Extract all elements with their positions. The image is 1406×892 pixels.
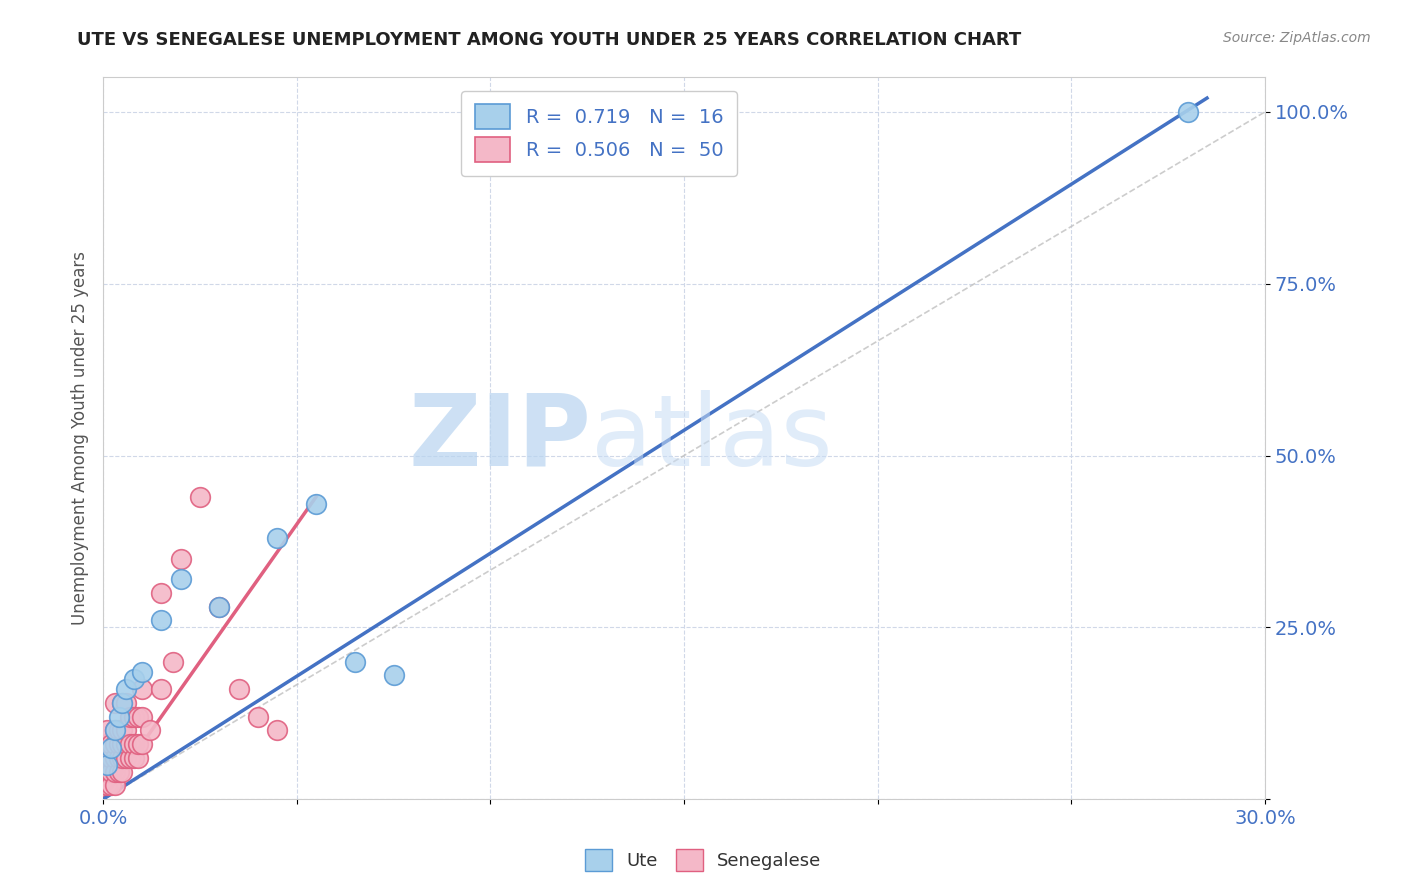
Point (100, 740, 122, 755)
Point (115, 696, 138, 710)
Point (122, 672, 145, 686)
Point (120, 751, 142, 765)
Point (107, 723, 129, 738)
Point (150, 586, 173, 600)
Point (96, 723, 118, 738)
Point (111, 764, 134, 779)
Legend: Ute, Senegalese: Ute, Senegalese (578, 842, 828, 879)
Point (131, 682, 153, 697)
Point (150, 682, 173, 697)
Point (127, 710, 149, 724)
Point (104, 751, 127, 765)
Point (100, 764, 122, 779)
Point (104, 737, 127, 751)
Point (104, 723, 127, 738)
Point (104, 779, 127, 793)
Point (96, 764, 118, 779)
Text: ZIP: ZIP (408, 390, 591, 487)
Legend: R =  0.719   N =  16, R =  0.506   N =  50: R = 0.719 N = 16, R = 0.506 N = 50 (461, 91, 737, 176)
Point (115, 737, 138, 751)
Point (188, 490, 211, 504)
Point (228, 682, 250, 697)
Point (131, 710, 153, 724)
Point (122, 710, 145, 724)
Text: UTE VS SENEGALESE UNEMPLOYMENT AMONG YOUTH UNDER 25 YEARS CORRELATION CHART: UTE VS SENEGALESE UNEMPLOYMENT AMONG YOU… (77, 31, 1022, 49)
Point (111, 751, 134, 765)
Point (115, 751, 138, 765)
Point (115, 682, 138, 697)
Point (127, 737, 149, 751)
Point (115, 723, 138, 738)
Point (111, 696, 134, 710)
Point (382, 668, 405, 682)
Point (131, 737, 153, 751)
Point (1177, 104, 1199, 119)
Point (111, 696, 134, 710)
Point (266, 723, 288, 738)
Point (111, 723, 134, 738)
Point (138, 723, 160, 738)
Point (247, 710, 270, 724)
Point (96, 751, 118, 765)
Point (104, 764, 127, 779)
Point (169, 551, 191, 566)
Point (150, 614, 173, 628)
Point (96, 757, 118, 772)
Point (120, 737, 142, 751)
Point (100, 737, 122, 751)
Point (104, 696, 127, 710)
Point (107, 737, 129, 751)
Y-axis label: Unemployment Among Youth under 25 years: Unemployment Among Youth under 25 years (72, 252, 89, 625)
Point (104, 723, 127, 738)
Point (343, 655, 366, 669)
Point (100, 751, 122, 765)
Point (100, 779, 122, 793)
Point (208, 599, 231, 614)
Point (107, 751, 129, 765)
Text: Source: ZipAtlas.com: Source: ZipAtlas.com (1223, 31, 1371, 45)
Point (169, 572, 191, 586)
Point (266, 531, 288, 545)
Point (107, 710, 129, 724)
Point (208, 599, 231, 614)
Point (111, 737, 134, 751)
Point (96, 737, 118, 751)
Point (131, 665, 153, 679)
Text: atlas: atlas (591, 390, 832, 487)
Point (305, 497, 328, 511)
Point (96, 779, 118, 793)
Point (122, 751, 145, 765)
Point (122, 737, 145, 751)
Point (127, 751, 149, 765)
Point (120, 710, 142, 724)
Point (162, 655, 184, 669)
Point (107, 764, 129, 779)
